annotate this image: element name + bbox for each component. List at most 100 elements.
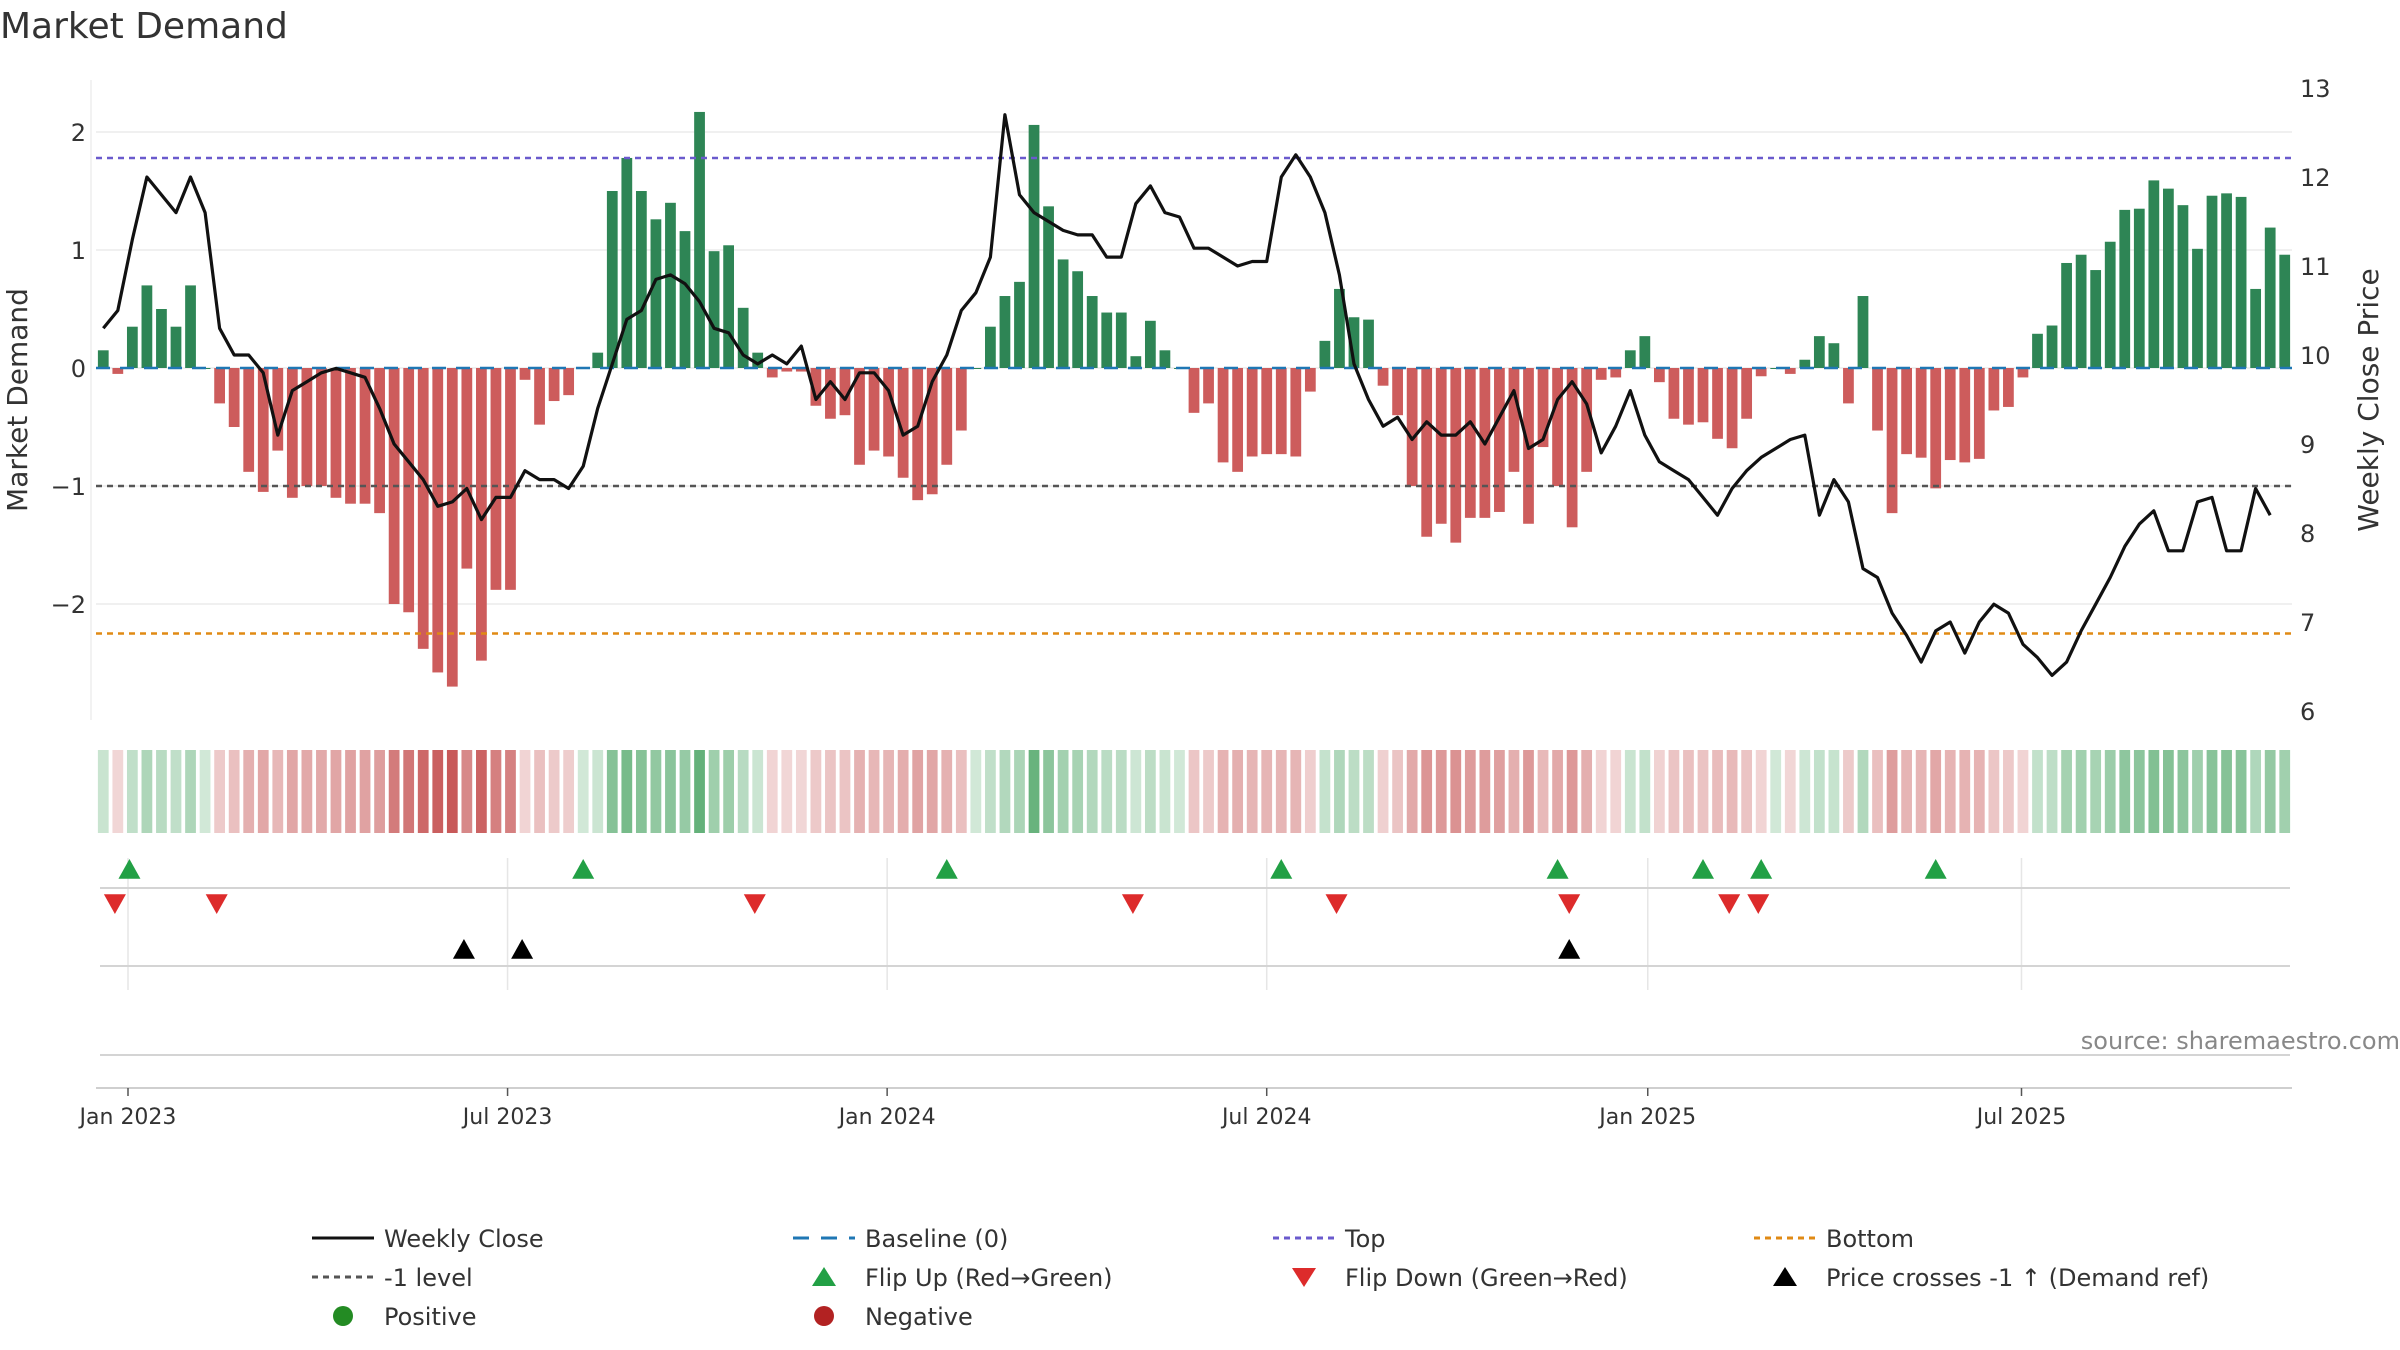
legend-swatch: [333, 1306, 353, 1326]
heat-cell: [708, 750, 720, 833]
demand-bar: [1144, 320, 1156, 368]
demand-bar: [1653, 368, 1665, 383]
heat-cell: [1872, 750, 1883, 833]
demand-bar: [1377, 368, 1389, 386]
heat-cell: [839, 750, 851, 833]
demand-bar: [257, 368, 269, 492]
heat-cell: [214, 750, 225, 833]
demand-bar: [417, 368, 429, 649]
demand-bar: [461, 368, 473, 569]
price-cross-marker: [1558, 939, 1581, 959]
heat-cell: [519, 750, 531, 833]
heat-cell: [1770, 750, 1782, 833]
heat-cell: [417, 750, 429, 833]
demand-bar: [1741, 368, 1753, 419]
heat-cell: [1101, 750, 1113, 833]
heat-cell: [1072, 750, 1084, 833]
heat-cell: [1683, 750, 1694, 833]
legend-label: Baseline (0): [865, 1225, 1008, 1253]
heat-cell: [1668, 750, 1680, 833]
heat-cell: [272, 750, 284, 833]
heat-cell: [2075, 750, 2087, 833]
heat-cell: [316, 750, 327, 833]
heat-cell: [1886, 750, 1898, 833]
heat-cell: [2133, 750, 2145, 833]
heat-cell: [2192, 750, 2203, 833]
demand-bar: [1639, 336, 1651, 368]
demand-bar: [2264, 227, 2276, 368]
heat-cell: [577, 750, 589, 833]
flip-down-marker: [1718, 894, 1741, 914]
demand-bar: [1959, 368, 1971, 463]
demand-bar: [737, 307, 749, 368]
heat-cell: [1115, 750, 1127, 833]
heat-cell: [621, 750, 633, 833]
legend-item: Price crosses -1 ↑ (Demand ref): [1773, 1264, 2209, 1292]
demand-bar: [665, 202, 676, 368]
demand-bar: [1290, 368, 1302, 457]
demand-bar: [403, 368, 415, 613]
heat-cell: [2221, 750, 2232, 833]
demand-bar: [2235, 196, 2247, 368]
heat-cell: [286, 750, 298, 833]
heat-cell: [1915, 750, 1927, 833]
demand-bar: [955, 368, 967, 431]
heat-cell: [1552, 750, 1563, 833]
x-tick-label: Jan 2025: [1597, 1105, 1696, 1130]
demand-bar: [1813, 336, 1825, 368]
heat-cell: [926, 750, 938, 833]
flip-down-marker: [103, 894, 126, 914]
heat-cell: [1508, 750, 1520, 833]
heat-cell: [1813, 750, 1825, 833]
flip-up-marker: [1546, 859, 1569, 879]
heat-cell: [1639, 750, 1651, 833]
heat-cell: [1334, 750, 1345, 833]
left-tick-label: −2: [51, 591, 86, 619]
legend: Weekly Close Baseline (0) Top Bottom -1 leve…: [312, 1225, 2209, 1331]
demand-bar: [1086, 296, 1098, 368]
demand-bar: [1537, 368, 1549, 448]
heat-cell: [1799, 750, 1811, 833]
demand-bar: [1217, 368, 1229, 463]
demand-bar: [1043, 206, 1054, 368]
demand-bar: [1828, 343, 1840, 368]
legend-label: Negative: [865, 1303, 973, 1331]
demand-bar: [708, 251, 720, 368]
heat-cell: [1392, 750, 1403, 833]
demand-bar: [1683, 368, 1694, 425]
demand-bar: [2003, 368, 2014, 407]
demand-bar: [2090, 270, 2102, 368]
legend-item: Flip Down (Green→Red): [1292, 1264, 1628, 1292]
heat-cell: [243, 750, 255, 833]
heat-cell: [2104, 750, 2116, 833]
chart-title: Market Demand: [0, 6, 288, 47]
heat-cell: [2264, 750, 2276, 833]
heat-cell: [723, 750, 735, 833]
demand-bar: [2163, 188, 2174, 368]
demand-bar: [1363, 319, 1374, 368]
heat-cell: [476, 750, 487, 833]
heat-cell: [2250, 750, 2262, 833]
heat-cell: [606, 750, 618, 833]
demand-bar: [1028, 124, 1040, 368]
legend-item: Negative: [814, 1303, 973, 1331]
heat-cell: [1959, 750, 1971, 833]
demand-bar: [446, 368, 458, 687]
flip-up-marker: [1692, 859, 1715, 879]
heat-cell: [112, 750, 124, 833]
heat-cell: [1144, 750, 1156, 833]
demand-bar: [985, 326, 996, 368]
demand-bar: [2206, 195, 2218, 368]
heat-cell: [650, 750, 662, 833]
heat-cell: [156, 750, 167, 833]
demand-bar: [1188, 368, 1200, 413]
heat-cell: [2119, 750, 2131, 833]
demand-bar: [2061, 262, 2072, 368]
demand-bar: [1624, 350, 1636, 368]
heat-cell: [1348, 750, 1360, 833]
demand-bar: [1115, 312, 1127, 368]
demand-bar: [316, 368, 327, 486]
right-tick-label: 8: [2300, 520, 2315, 548]
heat-cell: [766, 750, 778, 833]
